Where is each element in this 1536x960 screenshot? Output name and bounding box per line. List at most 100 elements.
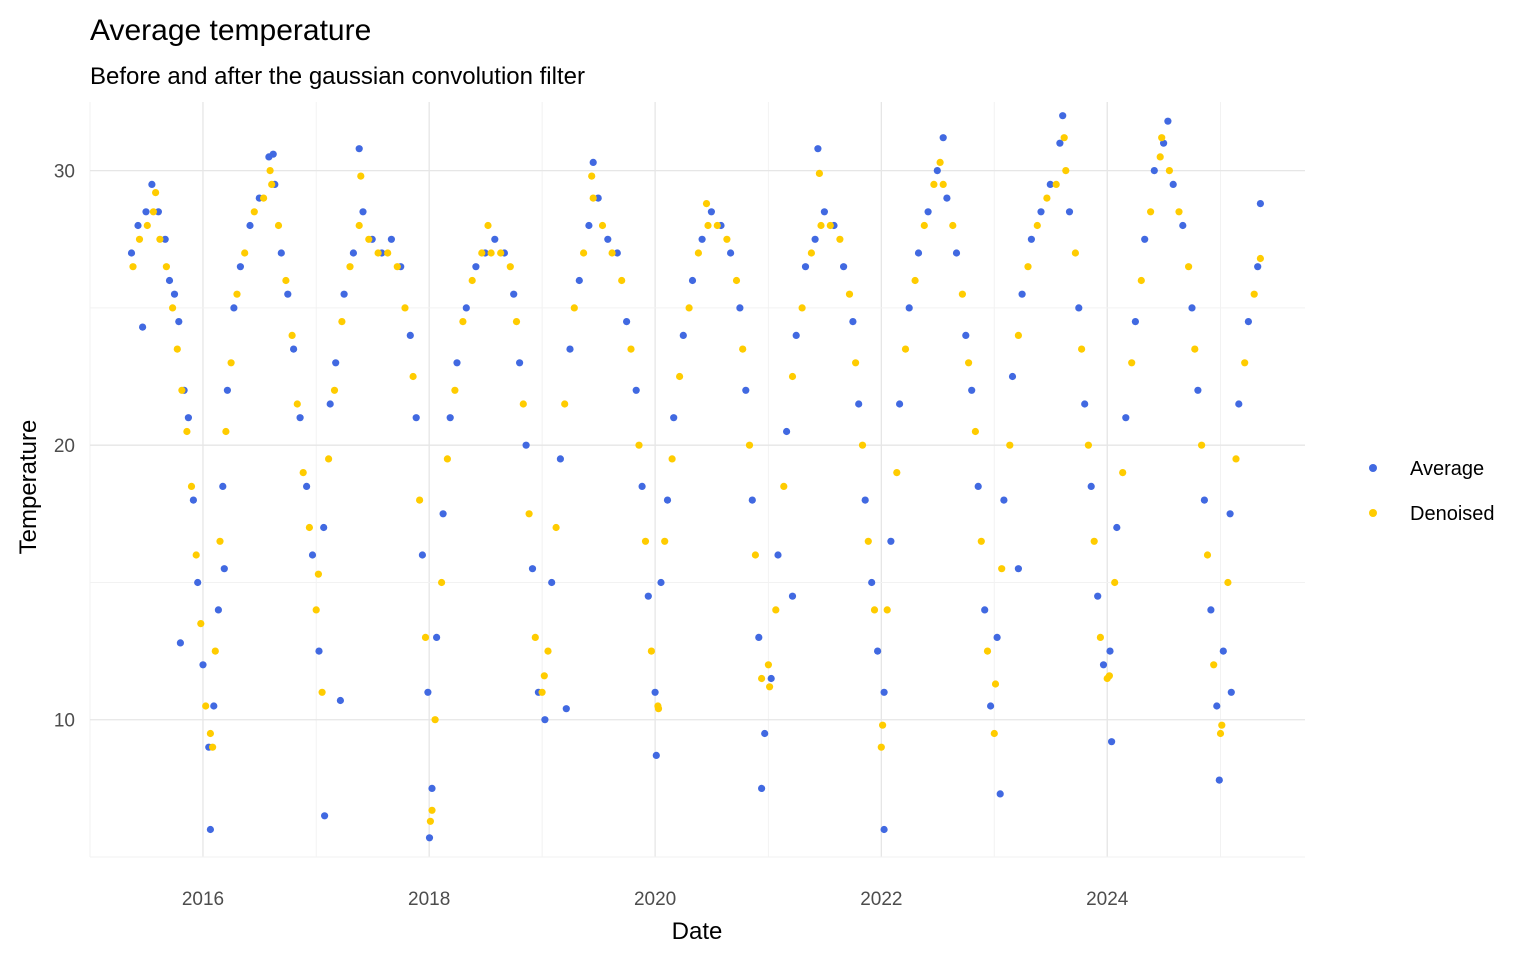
data-point-denoised [1175, 208, 1183, 216]
data-point-average [290, 345, 298, 353]
data-point-average [219, 482, 227, 490]
data-point-average [199, 661, 207, 669]
data-point-average [1027, 235, 1035, 243]
data-point-average [632, 386, 640, 394]
data-point-denoised [357, 172, 365, 180]
data-point-average [406, 331, 414, 339]
data-point-average [1087, 482, 1095, 490]
data-point-denoised [1256, 254, 1264, 263]
data-point-denoised [431, 716, 439, 724]
data-point-average [657, 578, 665, 587]
data-point-denoised [1105, 672, 1113, 680]
data-point-denoised [216, 537, 224, 545]
data-point-denoised [991, 680, 1000, 688]
data-point-average [688, 276, 697, 285]
data-point-average [336, 696, 344, 705]
data-point-denoised [920, 221, 928, 230]
data-point-average [1213, 702, 1221, 710]
data-point-denoised [227, 359, 235, 367]
data-point-average [210, 702, 218, 710]
data-point-denoised [293, 400, 301, 408]
x-tick-label: 2022 [860, 889, 902, 910]
data-point-average [349, 249, 357, 257]
data-point-denoised [152, 189, 160, 197]
data-point-average [284, 290, 292, 298]
data-point-average [814, 145, 822, 153]
data-point-denoised [883, 606, 891, 614]
data-point-average [1056, 139, 1064, 147]
data-point-denoised [552, 523, 560, 532]
data-point-average [189, 496, 197, 504]
data-point-average [981, 606, 989, 614]
data-point-average [801, 263, 810, 271]
data-point-denoised [468, 276, 476, 285]
data-point-denoised [1210, 661, 1218, 669]
data-point-denoised [268, 180, 276, 188]
data-point-denoised [836, 235, 844, 243]
data-point-denoised [192, 551, 200, 559]
data-point-average [698, 235, 706, 243]
data-point-average [874, 647, 882, 655]
data-point-average [1081, 400, 1089, 408]
data-point-average [566, 345, 574, 353]
y-tick-label: 30 [54, 162, 75, 183]
data-point-average [556, 455, 565, 463]
data-point-average [594, 194, 602, 202]
data-point-denoised [561, 400, 569, 408]
chart-title: Average temperature [90, 14, 371, 47]
data-point-average [707, 208, 716, 216]
data-point-denoised [998, 565, 1006, 573]
data-point-denoised [936, 158, 944, 166]
data-point-denoised [512, 318, 521, 326]
data-point-denoised [312, 606, 320, 614]
data-point-denoised [484, 221, 492, 230]
data-point-denoised [1060, 134, 1068, 142]
data-point-denoised [266, 167, 274, 175]
data-point-average [1008, 372, 1017, 381]
data-point-denoised [519, 400, 527, 408]
data-point-average [321, 812, 329, 820]
data-point-denoised [409, 372, 417, 381]
data-point-average [761, 729, 769, 738]
data-point-average [727, 249, 735, 257]
data-point-denoised [751, 551, 760, 559]
data-point-denoised [250, 208, 258, 216]
data-point-average [332, 359, 340, 367]
data-point-average [184, 414, 192, 422]
data-point-denoised [1191, 345, 1199, 353]
data-point-average [491, 235, 499, 243]
data-point-average [962, 331, 970, 339]
data-point-average [127, 249, 136, 257]
data-point-average [516, 359, 524, 367]
data-point-denoised [260, 194, 268, 202]
x-axis-ticks: 2016 2018 2020 2022 2024 [182, 889, 1129, 910]
data-point-denoised [135, 235, 144, 243]
series-denoised [129, 134, 1264, 825]
data-point-average [418, 551, 426, 559]
data-point-average [176, 639, 184, 647]
data-point-denoised [540, 672, 548, 680]
data-point-denoised [1078, 345, 1086, 353]
data-point-average [1037, 208, 1045, 216]
data-point-denoised [877, 743, 885, 751]
y-tick-label: 10 [54, 711, 75, 732]
data-point-average [1200, 496, 1208, 504]
data-point-denoised [1024, 263, 1032, 271]
data-point-average [428, 784, 436, 793]
x-tick-label: 2020 [634, 889, 676, 910]
data-point-average [840, 263, 848, 271]
data-point-denoised [365, 235, 373, 243]
data-point-denoised [1071, 249, 1079, 257]
data-point-average [1099, 661, 1108, 669]
y-tick-label: 20 [54, 436, 75, 457]
data-point-denoised [879, 721, 887, 729]
data-point-denoised [143, 221, 151, 230]
data-point-average [462, 304, 470, 312]
data-point-denoised [330, 386, 339, 394]
data-point-denoised [1111, 578, 1119, 587]
data-point-denoised [1043, 194, 1051, 202]
legend-swatch-denoised [1369, 509, 1377, 517]
data-point-denoised [478, 249, 486, 257]
data-point-average [996, 790, 1004, 798]
legend: Average Denoised [1369, 458, 1495, 525]
